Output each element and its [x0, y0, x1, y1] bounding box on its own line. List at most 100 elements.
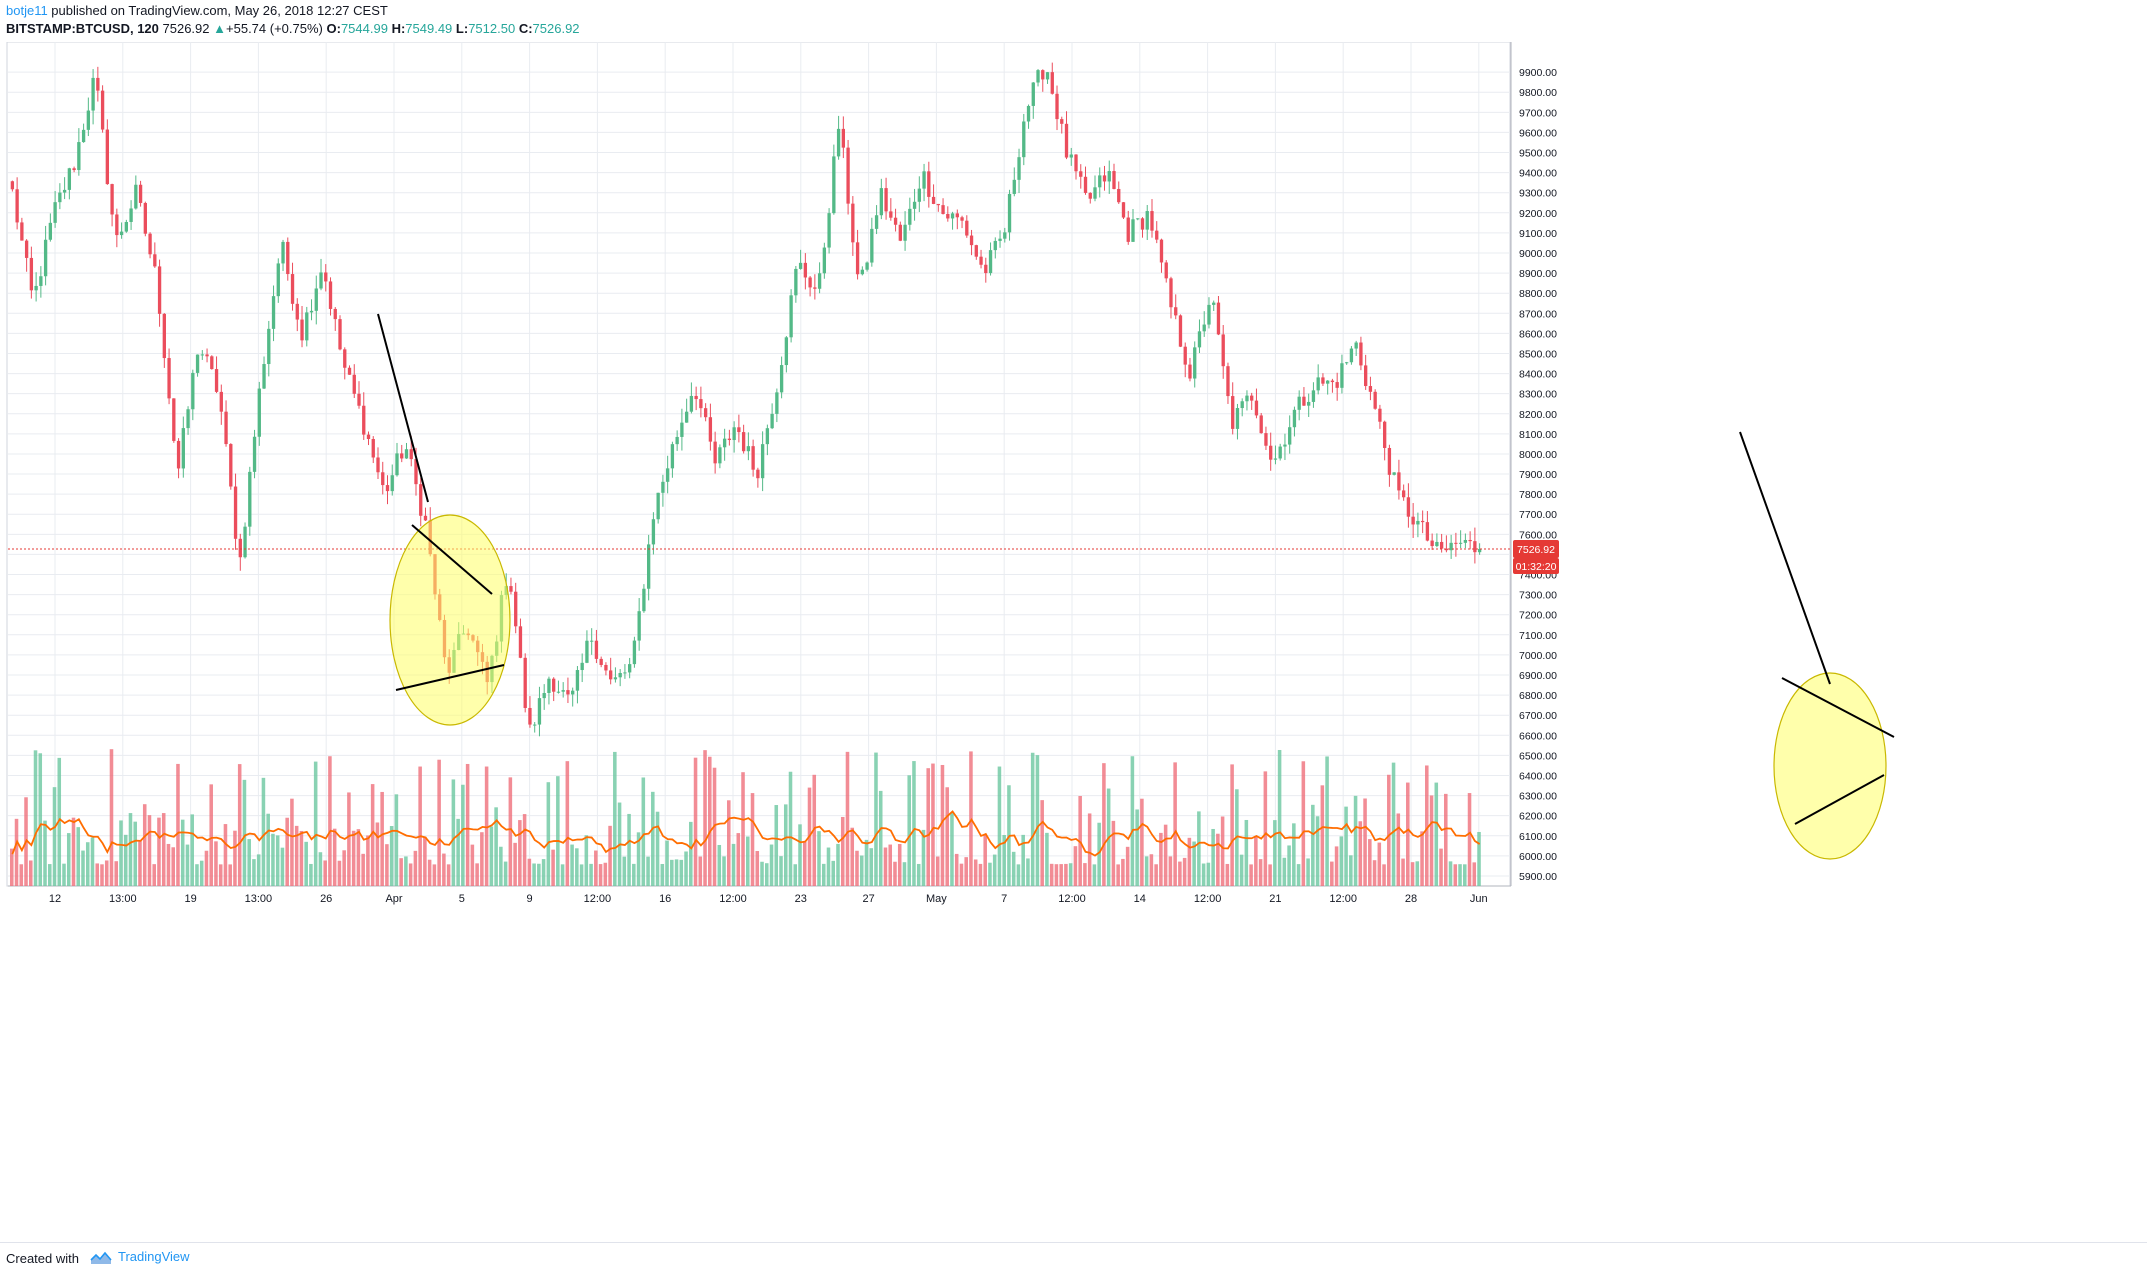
candle-body	[328, 281, 333, 309]
y-tick-label: 9600.00	[1519, 127, 1557, 139]
volume-bar	[1140, 798, 1144, 886]
volume-bar	[598, 864, 603, 886]
candle-body	[979, 256, 983, 265]
plot-area[interactable]	[6, 42, 1511, 887]
countdown-box	[1513, 558, 1559, 575]
volume-bar	[1344, 806, 1348, 886]
candle-body	[784, 337, 789, 366]
volume-bar	[223, 824, 228, 886]
volume-bar	[1149, 854, 1154, 886]
high-value: 7549.49	[405, 21, 453, 36]
candle-body	[566, 690, 570, 695]
volume-bar	[1216, 833, 1220, 886]
candle-body	[1017, 157, 1021, 180]
candle-body	[1121, 202, 1126, 218]
volume-bar	[461, 784, 465, 886]
volume-bar	[237, 764, 242, 886]
volume-bar	[176, 763, 180, 886]
candle-body	[741, 432, 746, 452]
price-chart[interactable]: 9900.00 9800.00 9700.00 9600.00 9500.00 9400.…	[0, 42, 2147, 1242]
volume-bar	[708, 756, 712, 886]
volume-bar	[1387, 774, 1391, 886]
volume-bar	[1263, 771, 1268, 886]
low-label: L:	[455, 21, 469, 36]
candle-body	[1159, 239, 1164, 263]
volume-bar	[551, 849, 555, 886]
candle-body	[1221, 334, 1225, 367]
volume-bar	[579, 864, 584, 886]
candle-body	[936, 203, 940, 206]
candle-body	[1473, 541, 1477, 553]
volume-bar	[864, 839, 869, 886]
x-tick-label: 9	[527, 893, 533, 905]
candle-body	[15, 189, 19, 223]
candle-body	[1126, 217, 1130, 242]
y-tick-label: 8400.00	[1519, 369, 1557, 381]
candle-body	[746, 446, 751, 452]
volume-bar	[304, 841, 308, 886]
y-tick-label: 7200.00	[1519, 610, 1557, 622]
volume-bar	[817, 831, 821, 886]
volume-bar	[81, 850, 85, 886]
volume-bar	[632, 863, 636, 886]
candle-body	[119, 231, 124, 236]
volume-bar	[584, 835, 589, 886]
candle-body	[965, 220, 969, 236]
volume-bar	[494, 807, 498, 886]
volume-bar	[836, 843, 840, 886]
author-link[interactable]: botje11	[6, 3, 48, 18]
volume-bar	[385, 844, 389, 886]
volume-bar	[356, 829, 361, 886]
volume-bar	[850, 827, 855, 886]
candle-body	[1060, 119, 1064, 124]
volume-bar	[161, 813, 166, 886]
candle-body	[870, 228, 874, 263]
candle-body	[172, 398, 176, 441]
volume-bar	[1268, 864, 1272, 886]
candle-body	[115, 214, 119, 236]
chart-area[interactable]: 9900.00 9800.00 9700.00 9600.00 9500.00 9400.…	[0, 42, 2147, 1242]
volume-bar	[1249, 864, 1253, 886]
candle-body	[599, 658, 603, 665]
volume-bar	[646, 856, 650, 886]
volume-bar	[992, 854, 997, 886]
volume-bar	[589, 863, 593, 886]
candle-body	[1349, 348, 1354, 363]
volume-bar	[812, 774, 817, 886]
volume-bar	[1277, 749, 1282, 886]
volume-bar	[337, 860, 342, 886]
candle-body	[1411, 516, 1415, 525]
volume-bar	[76, 827, 81, 886]
volume-bar	[1116, 864, 1120, 886]
volume-bar	[294, 825, 299, 886]
candle-body	[105, 129, 110, 185]
candle-body	[969, 235, 974, 246]
candle-body	[148, 233, 152, 255]
volume-bar	[831, 860, 836, 886]
tradingview-link[interactable]: TradingView	[90, 1249, 190, 1265]
volume-bar	[242, 779, 247, 886]
volume-bar	[1254, 835, 1258, 886]
candle-body	[1036, 70, 1040, 83]
candle-body	[271, 296, 276, 329]
volume-bar	[1244, 819, 1249, 886]
x-tick-label: Apr	[385, 893, 402, 905]
volume-bar	[1021, 834, 1025, 886]
y-tick-label: 6500.00	[1519, 750, 1557, 762]
volume-bar	[138, 840, 142, 886]
volume-bar	[366, 835, 370, 886]
candle-body	[338, 319, 342, 350]
volume-bar	[1035, 755, 1040, 886]
candle-body	[96, 77, 100, 91]
candle-body	[931, 196, 936, 204]
y-tick-label: 7700.00	[1519, 509, 1557, 521]
x-tick-label: 12:00	[1194, 893, 1222, 905]
volume-bar	[1477, 831, 1481, 886]
volume-bar	[755, 851, 760, 886]
candle-body	[1174, 307, 1178, 316]
candle-body	[960, 217, 964, 221]
candle-body	[1012, 179, 1016, 194]
candle-body	[855, 242, 860, 275]
volume-bar	[1467, 793, 1472, 886]
candle-body	[200, 354, 204, 356]
